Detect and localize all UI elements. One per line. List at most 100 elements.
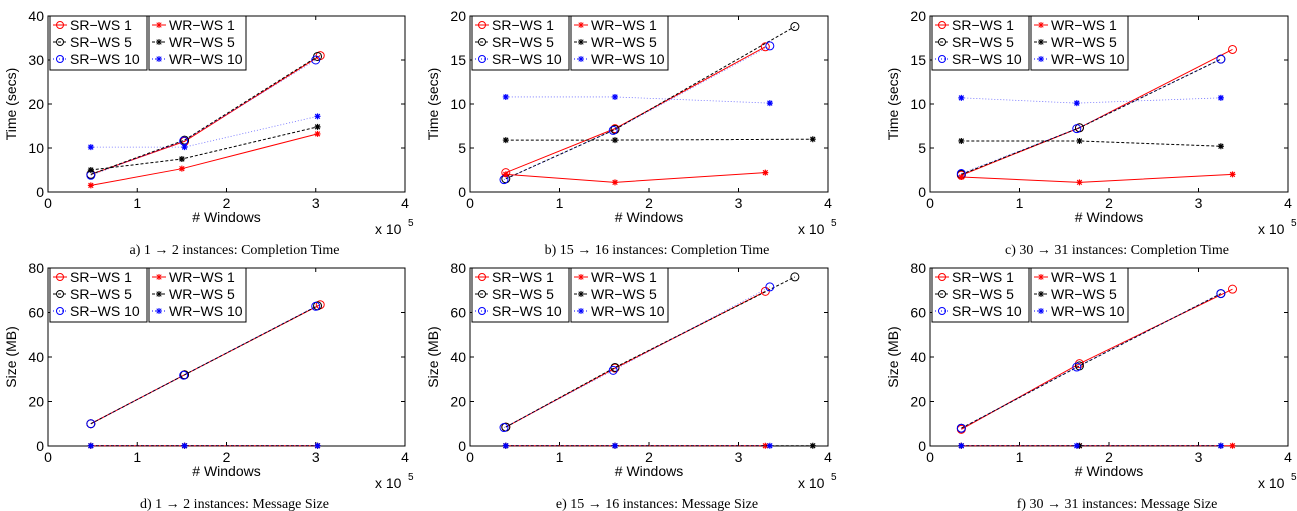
data-point	[178, 165, 185, 172]
legend-marker	[56, 273, 64, 281]
data-point	[762, 169, 769, 176]
data-point	[311, 55, 321, 65]
legend-marker	[938, 21, 946, 29]
x-tick-label: 1	[133, 195, 141, 211]
legend-label: WR−WS 10	[169, 303, 243, 319]
legend-marker	[156, 56, 162, 62]
legend-label: WR−WS 10	[169, 51, 243, 67]
x-multiplier-exponent: 5	[831, 472, 837, 483]
y-tick-label: 20	[910, 8, 926, 24]
x-axis-label: # Windows	[615, 209, 683, 225]
y-tick-label: 20	[450, 8, 466, 24]
legend-marker	[578, 22, 584, 28]
series-5	[502, 442, 773, 449]
legend-marker	[478, 273, 486, 281]
legend-sr: SR−WS 1SR−WS 5SR−WS 10	[471, 267, 570, 323]
y-axis-label: Size (MB)	[425, 326, 441, 387]
series-line	[90, 305, 316, 425]
legend-wr: WR−WS 1WR−WS 5WR−WS 10	[570, 15, 669, 71]
x-multiplier-exponent: 5	[1291, 472, 1297, 483]
y-tick-label: 40	[910, 349, 926, 365]
data-point	[1229, 442, 1236, 449]
legend-label: SR−WS 5	[70, 34, 132, 50]
series-line	[961, 58, 1222, 174]
y-tick-label: 60	[28, 305, 44, 321]
data-point	[766, 442, 773, 449]
legend-marker	[938, 55, 946, 63]
legend-marker	[578, 39, 584, 45]
x-multiplier: x 10	[1258, 475, 1285, 491]
legend-label: SR−WS 5	[492, 286, 554, 302]
data-point	[790, 272, 800, 282]
series-line	[90, 55, 321, 175]
x-tick-label: 4	[1284, 449, 1292, 465]
legend-label: SR−WS 10	[952, 303, 1022, 319]
data-point	[611, 93, 618, 100]
figure-caption: f) 30 → 31 instances: Message Size	[1017, 497, 1218, 511]
x-axis-label: # Windows	[1075, 463, 1143, 479]
legend-marker	[56, 290, 64, 298]
y-tick-label: 0	[36, 438, 44, 454]
x-tick-label: 2	[223, 449, 231, 465]
data-point	[87, 144, 94, 151]
legend-frame	[49, 15, 148, 71]
y-tick-label: 20	[910, 394, 926, 410]
legend-wr: WR−WS 1WR−WS 5WR−WS 10	[1030, 267, 1129, 323]
data-point	[809, 136, 816, 143]
data-point	[1076, 179, 1083, 186]
y-tick-label: 0	[458, 184, 466, 200]
x-tick-label: 1	[133, 449, 141, 465]
series-line	[505, 172, 766, 183]
series-line	[503, 45, 771, 181]
chart-panel-c: 0 1 2 3 4 0 5 10 15 20 # Windows Time (secs) x 10 5 SR…	[885, 8, 1297, 258]
legend-label: WR−WS 5	[591, 286, 657, 302]
legend-marker	[1038, 308, 1044, 314]
y-tick-label: 0	[918, 438, 926, 454]
x-axis-label: # Windows	[1075, 209, 1143, 225]
x-tick-label: 3	[312, 449, 320, 465]
x-tick-label: 0	[926, 195, 934, 211]
data-point	[1216, 289, 1226, 299]
x-multiplier-exponent: 5	[1291, 218, 1297, 229]
legend-marker	[478, 290, 486, 298]
y-tick-label: 10	[28, 140, 44, 156]
legend-label: WR−WS 1	[591, 269, 657, 285]
x-tick-label: 3	[735, 195, 743, 211]
series-2	[499, 282, 775, 433]
legend-wr: WR−WS 1WR−WS 5WR−WS 10	[570, 267, 669, 323]
series-2	[86, 55, 321, 180]
figure-caption: a) 1 → 2 instances: Completion Time	[130, 243, 340, 258]
series-0	[501, 42, 770, 178]
x-multiplier-exponent: 5	[831, 218, 837, 229]
data-point	[762, 442, 769, 449]
series-line	[505, 96, 770, 104]
x-tick-label: 3	[1195, 449, 1203, 465]
legend-marker	[1038, 291, 1044, 297]
legend-label: WR−WS 1	[1051, 17, 1117, 33]
x-tick-label: 0	[466, 195, 474, 211]
data-point	[760, 42, 770, 52]
y-tick-label: 60	[450, 305, 466, 321]
series-5	[87, 442, 321, 449]
series-line	[505, 276, 796, 428]
x-multiplier: x 10	[375, 221, 402, 237]
legend-marker	[578, 308, 584, 314]
series-line	[505, 138, 813, 141]
figure-caption: b) 15 → 16 instances: Completion Time	[545, 243, 770, 258]
y-tick-label: 40	[28, 349, 44, 365]
data-point	[502, 442, 509, 449]
legend-label: SR−WS 5	[952, 286, 1014, 302]
legend-sr: SR−WS 1SR−WS 5SR−WS 10	[931, 15, 1030, 71]
legend-marker	[478, 21, 486, 29]
legend-label: WR−WS 1	[169, 269, 235, 285]
legend-marker	[578, 56, 584, 62]
legend-label: WR−WS 10	[1051, 303, 1125, 319]
series-line	[90, 126, 318, 171]
data-point	[1073, 442, 1080, 449]
data-point	[86, 419, 96, 429]
x-tick-label: 3	[1195, 195, 1203, 211]
series-3	[87, 130, 321, 189]
y-axis-label: Time (secs)	[885, 68, 901, 141]
series-line	[505, 26, 796, 180]
